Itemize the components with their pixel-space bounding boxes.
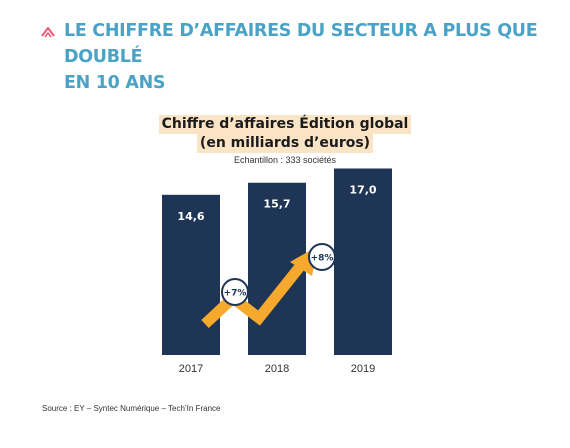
bar-value-label: 17,0 (349, 183, 376, 196)
bar-value-label: 14,6 (177, 210, 204, 223)
heading-line-2: EN 10 ANS (64, 73, 166, 93)
source-note: Source : EY – Syntec Numérique – Tech’In… (42, 404, 221, 413)
chart-title-block: Chiffre d’affaires Édition global (en mi… (0, 115, 570, 153)
page-heading: LE CHIFFRE D’AFFAIRES DU SECTEUR A PLUS … (40, 18, 540, 96)
growth-label: +7% (224, 289, 247, 299)
growth-arrow-line (201, 260, 307, 329)
bar-2017 (162, 194, 220, 355)
x-tick-label: 2017 (179, 363, 203, 375)
growth-badge (221, 278, 249, 306)
bar-2019 (334, 168, 392, 355)
bar-value-label: 15,7 (263, 198, 290, 211)
x-tick-label: 2018 (265, 363, 289, 375)
chart-title: Chiffre d’affaires Édition global (158, 115, 412, 134)
chart-subtitle: (en milliards d’euros) (196, 134, 374, 153)
heading-text: LE CHIFFRE D’AFFAIRES DU SECTEUR A PLUS … (64, 18, 540, 96)
sample-note: Echantillon : 333 sociétés (233, 155, 337, 165)
heading-line-1: LE CHIFFRE D’AFFAIRES DU SECTEUR A PLUS … (64, 21, 538, 67)
growth-label: +8% (311, 254, 334, 264)
chevron-up-icon (41, 26, 55, 38)
x-tick-label: 2019 (351, 363, 375, 375)
growth-badge (308, 243, 336, 271)
